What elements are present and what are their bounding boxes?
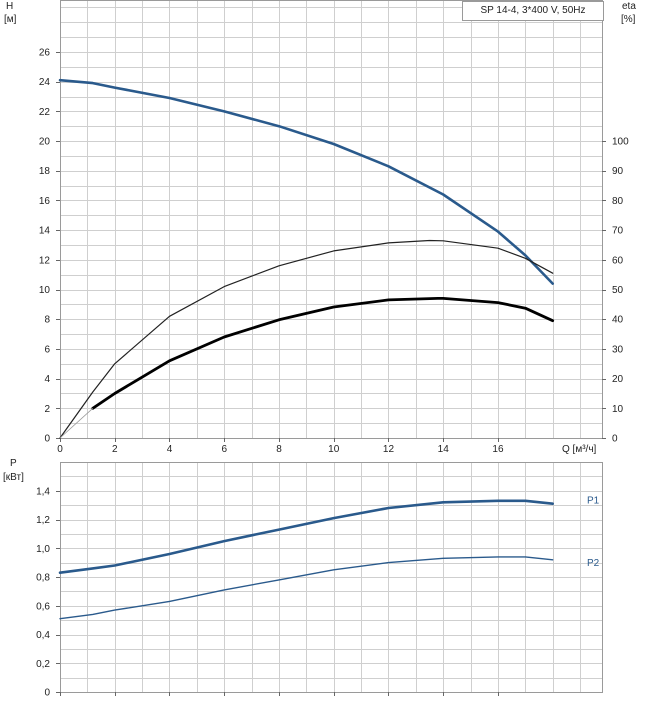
x-tick-label: 2 bbox=[112, 444, 118, 455]
y-left-tick-label: 12 bbox=[39, 255, 51, 266]
efficiency-curve-thick bbox=[91, 297, 555, 410]
y-right-axis-unit: [%] bbox=[621, 14, 636, 25]
plot-frame-bottom bbox=[60, 462, 603, 693]
y-left-tick-label: 6 bbox=[44, 344, 50, 355]
y-right-tick-label: 30 bbox=[612, 344, 624, 355]
legend-p1: P1 bbox=[587, 496, 600, 507]
y-left-tick-label: 4 bbox=[44, 374, 50, 385]
x-tick-label: 12 bbox=[383, 444, 395, 455]
legend-p2: P2 bbox=[587, 558, 600, 569]
y-right-tick-label: 40 bbox=[612, 315, 624, 326]
y-right-tick-label: 0 bbox=[612, 434, 618, 445]
plot-frame-top bbox=[60, 0, 603, 439]
p-y-tick-label: 0,6 bbox=[36, 601, 50, 612]
p-y-tick-label: 0,8 bbox=[36, 573, 50, 584]
p-y-tick-label: 1,2 bbox=[36, 515, 50, 526]
efficiency-guide-line bbox=[59, 408, 94, 439]
x-axis-label: Q [м³/ч] bbox=[562, 444, 597, 455]
p-y-tick-label: 0,4 bbox=[36, 630, 50, 641]
y-left-tick-label: 18 bbox=[39, 166, 51, 177]
p-axis-unit: [кВт] bbox=[3, 472, 24, 483]
p-y-tick-label: 0 bbox=[44, 688, 50, 699]
y-left-tick-label: 14 bbox=[39, 226, 51, 237]
y-left-tick-label: 20 bbox=[39, 137, 51, 148]
x-tick-label: 14 bbox=[438, 444, 450, 455]
y-right-tick-label: 70 bbox=[612, 226, 624, 237]
x-tick-label: 8 bbox=[276, 444, 282, 455]
power-curve-p2 bbox=[59, 556, 554, 620]
power-curve-p1 bbox=[58, 499, 554, 574]
x-tick-label: 16 bbox=[492, 444, 504, 455]
x-tick-label: 6 bbox=[221, 444, 227, 455]
y-right-tick-label: 90 bbox=[612, 166, 624, 177]
p-y-tick-label: 0,2 bbox=[36, 659, 50, 670]
p-y-tick-label: 1,4 bbox=[36, 486, 50, 497]
y-left-tick-label: 24 bbox=[39, 77, 51, 88]
efficiency-curve-thin bbox=[59, 239, 554, 439]
y-left-tick-label: 22 bbox=[39, 107, 51, 118]
y-right-tick-label: 80 bbox=[612, 196, 624, 207]
y-left-tick-label: 16 bbox=[39, 196, 51, 207]
x-tick-label: 10 bbox=[328, 444, 340, 455]
y-left-tick-label: 26 bbox=[39, 47, 51, 58]
pump-model-label: SP 14-4, 3*400 V, 50Hz bbox=[462, 1, 604, 21]
y-left-tick-label: 2 bbox=[44, 404, 50, 415]
y-left-axis-label: H bbox=[6, 1, 13, 12]
p-axis-label: P bbox=[10, 458, 17, 469]
y-right-tick-label: 100 bbox=[612, 137, 629, 148]
y-left-axis-unit: [м] bbox=[4, 14, 17, 25]
x-tick-label: 4 bbox=[167, 444, 173, 455]
y-right-tick-label: 50 bbox=[612, 285, 624, 296]
y-right-axis-label: eta bbox=[622, 1, 636, 12]
p-y-tick-label: 1,0 bbox=[36, 544, 50, 555]
head-curve bbox=[58, 78, 554, 285]
y-left-tick-label: 0 bbox=[44, 434, 50, 445]
y-left-tick-label: 8 bbox=[44, 315, 50, 326]
y-left-tick-label: 10 bbox=[39, 285, 51, 296]
y-right-tick-label: 10 bbox=[612, 404, 624, 415]
y-right-tick-label: 60 bbox=[612, 255, 624, 266]
x-tick-label: 0 bbox=[57, 444, 63, 455]
y-right-tick-label: 20 bbox=[612, 374, 624, 385]
